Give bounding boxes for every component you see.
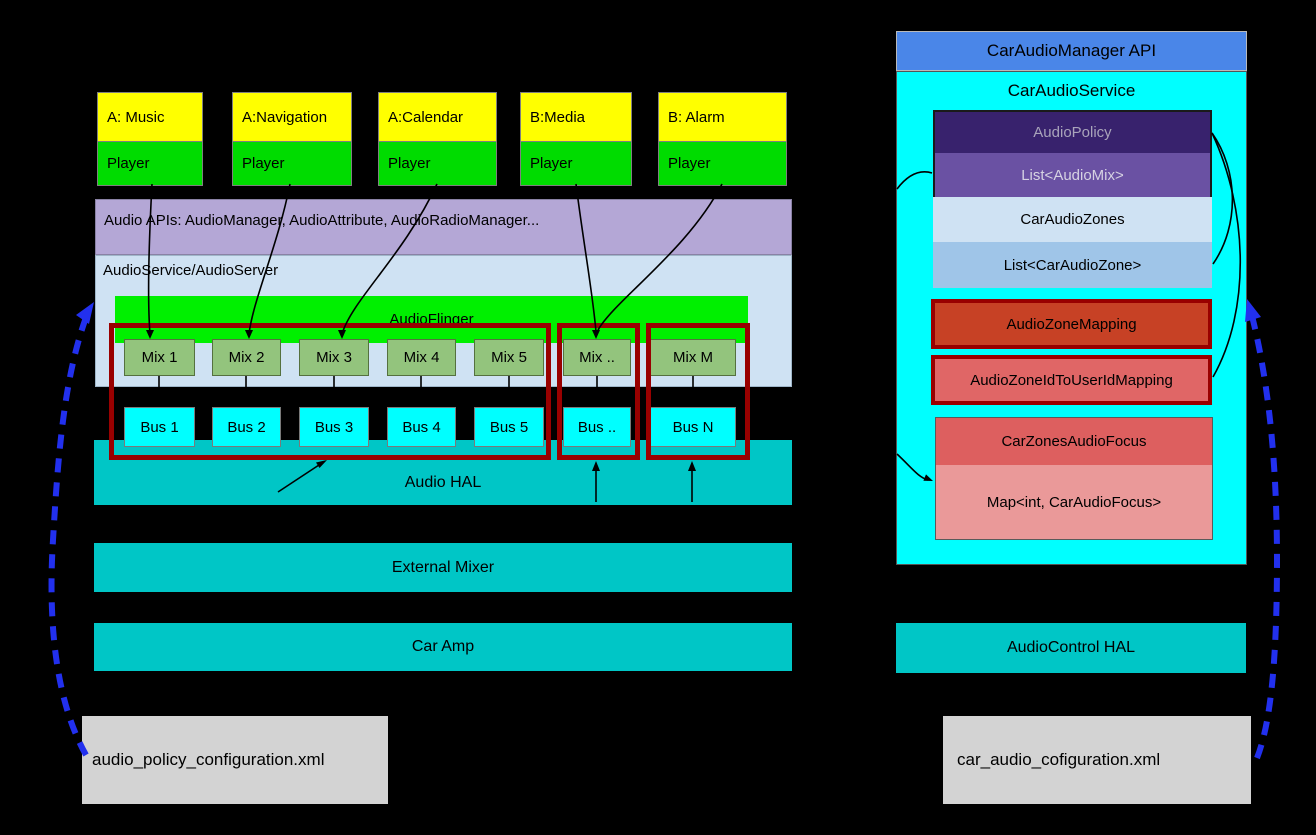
zone-group-rect-dots	[557, 323, 640, 460]
app-box-b-alarm: B: Alarm Player	[658, 92, 787, 186]
car-audio-manager-api-header: CarAudioManager API	[896, 31, 1247, 71]
car-audio-config-file: car_audio_cofiguration.xml	[943, 716, 1251, 804]
audio-zone-id-mapping-label: AudioZoneIdToUserIdMapping	[970, 371, 1173, 389]
map-car-audio-focus-box: Map<int, CarAudioFocus>	[936, 465, 1212, 539]
zone-group-rect-n	[646, 323, 750, 460]
mix-label: Mix M	[673, 349, 713, 366]
list-audio-mix-box: List<AudioMix>	[935, 153, 1210, 198]
bus-label: Bus ..	[577, 418, 617, 436]
car-amp-label: Car Amp	[411, 638, 475, 655]
bus-box-5: Bus 5	[474, 407, 544, 447]
player-label: Player	[520, 142, 632, 186]
audio-control-hal-bar: AudioControl HAL	[896, 623, 1246, 673]
bus-label: Bus 3	[314, 418, 354, 436]
mix-box-dots: Mix ..	[563, 339, 631, 376]
dashed-arrow-right-config	[1248, 311, 1281, 760]
audio-policy-label: AudioPolicy	[1033, 124, 1112, 141]
audio-apis-bar: Audio APIs: AudioManager, AudioAttribute…	[95, 199, 792, 255]
list-car-audio-zone-label: List<CarAudioZone>	[1003, 256, 1142, 274]
list-audio-mix-label: List<AudioMix>	[1021, 167, 1124, 184]
mix-label: Mix ..	[579, 349, 615, 366]
car-audio-service-label: CarAudioService	[1007, 81, 1136, 100]
list-car-audio-zone-box: List<CarAudioZone>	[933, 242, 1212, 288]
audio-apis-label: Audio APIs: AudioManager, AudioAttribute…	[104, 212, 540, 229]
bus-box-n: Bus N	[650, 407, 736, 447]
audio-policy-group: AudioPolicy List<AudioMix>	[933, 110, 1212, 200]
audio-zone-mapping-box: AudioZoneMapping	[931, 299, 1212, 349]
mix-box-m: Mix M	[650, 339, 736, 376]
player-label: Player	[232, 142, 352, 186]
app-box-a-navigation: A:Navigation Player	[232, 92, 352, 186]
audio-hal-bar	[94, 440, 792, 505]
bus-box-2: Bus 2	[212, 407, 281, 447]
car-zones-audio-focus-group: CarZonesAudioFocus Map<int, CarAudioFocu…	[935, 417, 1213, 540]
bus-label: Bus 4	[402, 418, 441, 436]
audio-service-label: AudioService/AudioServer	[103, 262, 279, 279]
audio-hal-label: Audio HAL	[404, 474, 482, 491]
mix-label: Mix 4	[403, 349, 440, 366]
mix-label: Mix 2	[228, 349, 265, 366]
map-car-audio-focus-label: Map<int, CarAudioFocus>	[986, 493, 1162, 511]
app-title: A:Navigation	[232, 92, 352, 142]
app-title: A: Music	[97, 92, 203, 142]
bus-label: Bus N	[672, 418, 714, 436]
car-audio-config-label: car_audio_cofiguration.xml	[957, 750, 1161, 769]
app-title: B: Alarm	[658, 92, 787, 142]
app-box-b-media: B:Media Player	[520, 92, 632, 186]
dashed-arrow-left-config	[48, 310, 91, 757]
mix-box-3: Mix 3	[299, 339, 369, 376]
mix-label: Mix 3	[316, 349, 352, 366]
audio-policy-config-file: audio_policy_configuration.xml	[82, 716, 388, 804]
car-audio-zones-label: CarAudioZones	[1020, 211, 1125, 228]
bus-box-dots: Bus ..	[563, 407, 631, 447]
mix-box-2: Mix 2	[212, 339, 281, 376]
app-title: A:Calendar	[378, 92, 497, 142]
audio-zone-mapping-label: AudioZoneMapping	[1006, 315, 1137, 333]
mix-label: Mix 5	[491, 349, 527, 366]
app-box-a-calendar: A:Calendar Player	[378, 92, 497, 186]
audio-control-hal-label: AudioControl HAL	[1006, 639, 1136, 656]
player-label: Player	[658, 142, 787, 186]
audio-zone-id-to-user-id-mapping-box: AudioZoneIdToUserIdMapping	[931, 355, 1212, 405]
car-audio-zones-box: CarAudioZones	[933, 197, 1212, 242]
car-zones-audio-focus-label: CarZonesAudioFocus	[1001, 433, 1147, 450]
external-mixer-label: External Mixer	[391, 558, 495, 576]
car-audio-zones-group: CarAudioZones List<CarAudioZone>	[933, 197, 1212, 288]
bus-box-1: Bus 1	[124, 407, 195, 447]
mix-box-1: Mix 1	[124, 339, 195, 376]
car-audio-manager-api-label: CarAudioManager API	[986, 41, 1157, 60]
bus-box-4: Bus 4	[387, 407, 456, 447]
app-box-a-music: A: Music Player	[97, 92, 203, 186]
audio-policy-config-label: audio_policy_configuration.xml	[92, 750, 325, 769]
audio-policy-box: AudioPolicy	[935, 112, 1210, 153]
mix-box-4: Mix 4	[387, 339, 456, 376]
zone-group-rect-primary	[109, 323, 551, 460]
player-label: Player	[97, 142, 203, 186]
player-label: Player	[378, 142, 497, 186]
car-zones-audio-focus-box: CarZonesAudioFocus	[936, 418, 1212, 465]
app-title: B:Media	[520, 92, 632, 142]
mix-label: Mix 1	[141, 349, 178, 366]
car-amp-bar: Car Amp	[94, 623, 792, 671]
bus-box-3: Bus 3	[299, 407, 369, 447]
external-mixer-bar: External Mixer	[94, 543, 792, 592]
bus-label: Bus 2	[227, 418, 266, 436]
bus-label: Bus 5	[489, 418, 529, 436]
bus-label: Bus 1	[140, 418, 179, 436]
mix-box-5: Mix 5	[474, 339, 544, 376]
